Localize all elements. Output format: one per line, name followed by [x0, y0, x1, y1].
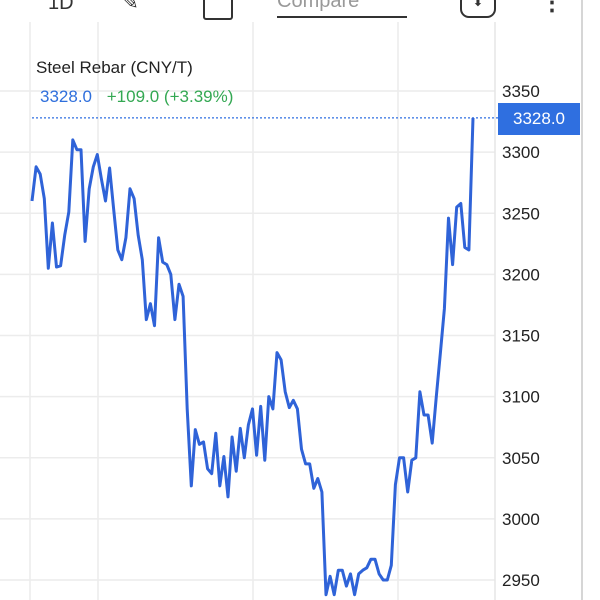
current-price-tag: 3328.0	[498, 103, 580, 135]
last-price: 3328.0	[40, 87, 92, 106]
compare-input[interactable]: Compare	[277, 0, 407, 18]
chart-title: Steel Rebar (CNY/T)	[36, 58, 193, 77]
top-toolbar: 1D ✎ Compare ⬇ ⋮	[0, 0, 600, 22]
y-tick-label: 3350	[502, 82, 540, 101]
y-tick-label: 3200	[502, 265, 540, 284]
price-quote: 3328.0 +109.0 (+3.39%)	[40, 87, 233, 107]
y-tick-label: 3300	[502, 143, 540, 162]
y-tick-label: 3050	[502, 449, 540, 468]
grid-lines	[0, 22, 495, 600]
square-icon[interactable]	[203, 0, 233, 20]
price-change: +109.0 (+3.39%)	[106, 87, 234, 106]
axis-border	[494, 0, 583, 600]
pen-arrow-icon[interactable]: ✎	[122, 0, 139, 14]
y-axis: 3350 3300 3250 3200 3150 3100 3050 3000 2950	[502, 82, 540, 590]
y-tick-label: 3100	[502, 388, 540, 407]
y-tick-label: 3000	[502, 510, 540, 529]
more-vertical-icon[interactable]: ⋮	[540, 0, 564, 16]
y-tick-label: 2950	[502, 571, 540, 590]
y-tick-label: 3250	[502, 204, 540, 223]
y-tick-label: 3150	[502, 327, 540, 346]
interval-button[interactable]: 1D	[48, 0, 74, 14]
cloud-download-icon[interactable]: ⬇	[460, 0, 496, 18]
series-line	[30, 117, 475, 597]
